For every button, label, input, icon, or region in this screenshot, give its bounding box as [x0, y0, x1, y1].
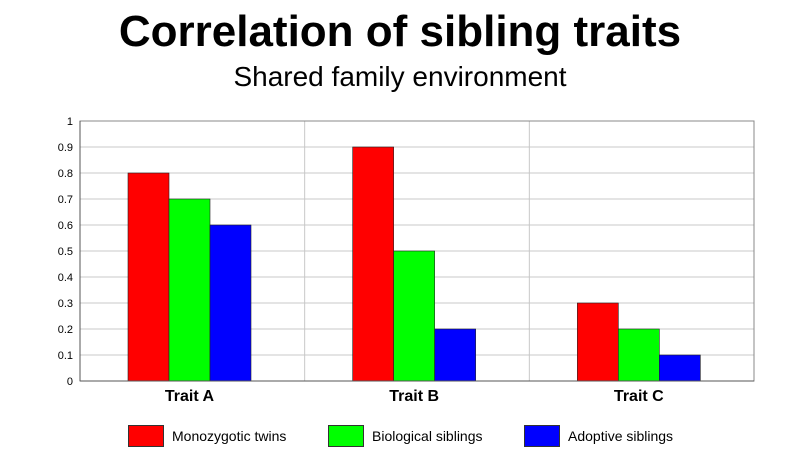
- y-tick-label: 0.5: [58, 246, 73, 258]
- y-tick-label: 0.2: [58, 324, 73, 336]
- bar-trait-b-series-1: [352, 146, 394, 382]
- y-tick-label: 0.8: [58, 168, 73, 180]
- y-tick-label: 0.6: [58, 220, 73, 232]
- bar-trait-c-series-2: [618, 328, 660, 382]
- chart-title: Correlation of sibling traits: [118, 7, 682, 56]
- bar-trait-c-series-3: [659, 354, 701, 382]
- y-tick-label: 0.1: [58, 350, 73, 362]
- legend-swatch-biological: [328, 425, 364, 447]
- legend-swatch-adoptive: [524, 425, 560, 447]
- y-tick-label: 0.9: [58, 142, 73, 154]
- y-tick-label: 0: [67, 376, 73, 388]
- bar-trait-b-series-3: [434, 328, 476, 382]
- bar-trait-a-series-1: [127, 172, 170, 382]
- legend-label-adoptive: Adoptive siblings: [568, 428, 674, 444]
- x-tick-label: Trait B: [389, 388, 439, 405]
- bar-trait-a-series-3: [209, 224, 252, 382]
- legend-label-monozygotic: Monozygotic twins: [172, 428, 287, 444]
- chart-legend: Monozygotic twins Biological siblings Ad…: [0, 423, 800, 449]
- x-tick-label: Trait C: [614, 388, 664, 405]
- legend-item-biological: Biological siblings: [328, 423, 483, 449]
- legend-swatch-monozygotic: [128, 425, 164, 447]
- bar-trait-c-series-1: [577, 302, 619, 382]
- x-tick-label: Trait A: [165, 388, 215, 405]
- chart-subtitle: Shared family environment: [233, 61, 567, 92]
- legend-item-adoptive: Adoptive siblings: [524, 423, 673, 449]
- legend-label-biological: Biological siblings: [372, 428, 483, 444]
- bar-trait-b-series-2: [393, 250, 435, 382]
- legend-item-monozygotic: Monozygotic twins: [128, 423, 286, 449]
- y-tick-label: 1: [67, 116, 73, 128]
- bar-trait-a-series-2: [168, 198, 211, 382]
- y-tick-label: 0.7: [58, 194, 73, 206]
- y-tick-label: 0.4: [58, 272, 73, 284]
- y-tick-label: 0.3: [58, 298, 73, 310]
